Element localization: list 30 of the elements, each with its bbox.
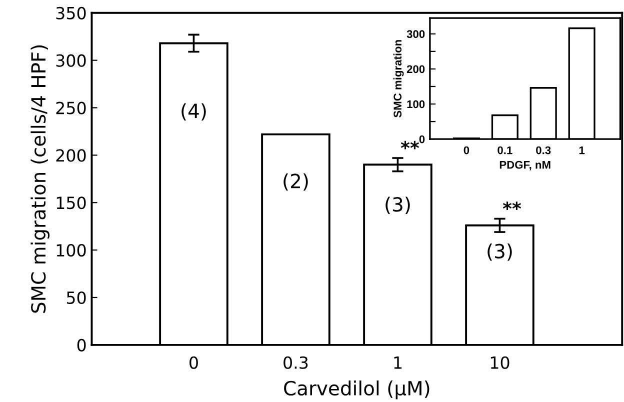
y-axis-title: SMC migration (cells/4 HPF) xyxy=(30,45,50,313)
x-tick-label: 1 xyxy=(394,356,402,369)
x-tick-label: 10 xyxy=(490,356,510,369)
y-tick-label: 100 xyxy=(56,244,86,257)
y-tick-label: 300 xyxy=(406,30,425,38)
y-tick-label: 0 xyxy=(77,338,86,352)
x-tick-label: 0 xyxy=(464,146,470,154)
annotation: (4) xyxy=(182,103,206,121)
y-tick-label: 150 xyxy=(56,196,86,210)
y-tick-label: 250 xyxy=(56,102,86,114)
y-tick-label: 0 xyxy=(419,135,425,144)
y-axis-title: SMC migration xyxy=(393,40,404,118)
x-tick-label: 1 xyxy=(579,146,585,154)
x-tick-label: 0.3 xyxy=(536,146,551,154)
y-tick-label: 100 xyxy=(407,100,425,108)
x-axis-title: Carvedilol (μM) xyxy=(284,380,430,400)
annotation: ** xyxy=(400,140,420,150)
annotation: (3) xyxy=(386,196,410,214)
y-tick-label: 350 xyxy=(56,6,86,20)
x-tick-label: 0.3 xyxy=(284,356,308,369)
y-tick-label: 300 xyxy=(56,54,86,67)
x-tick-label: 0.1 xyxy=(498,146,512,154)
y-tick-label: 200 xyxy=(406,65,425,74)
annotation: ** xyxy=(502,202,522,210)
x-axis-title: PDGF, nM xyxy=(500,160,550,170)
y-tick-label: 200 xyxy=(56,149,86,162)
annotation: (2) xyxy=(284,173,308,191)
annotation: (3) xyxy=(488,243,512,261)
y-tick-label: 50 xyxy=(66,291,86,304)
x-tick-label: 0 xyxy=(190,356,198,369)
